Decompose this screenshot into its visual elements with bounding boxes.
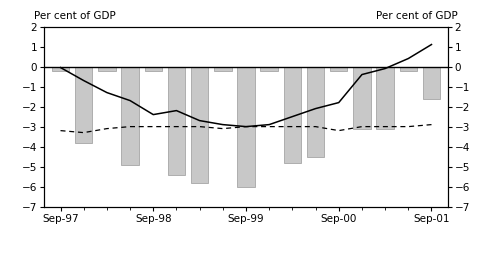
Bar [122, 67, 139, 165]
Bar [168, 67, 185, 175]
Bar [330, 67, 347, 70]
Text: Per cent of GDP: Per cent of GDP [34, 11, 116, 21]
Bar [376, 67, 394, 129]
Bar [353, 67, 370, 129]
Bar [75, 67, 92, 143]
Bar [214, 67, 232, 70]
Bar [237, 67, 255, 187]
Bar [145, 67, 162, 70]
Bar [191, 67, 208, 183]
Bar [260, 67, 278, 70]
Text: Per cent of GDP: Per cent of GDP [376, 11, 458, 21]
Bar [98, 67, 116, 70]
Bar [52, 67, 69, 70]
Bar [400, 67, 417, 70]
Bar [423, 67, 440, 99]
Bar [284, 67, 301, 163]
Bar [307, 67, 324, 157]
